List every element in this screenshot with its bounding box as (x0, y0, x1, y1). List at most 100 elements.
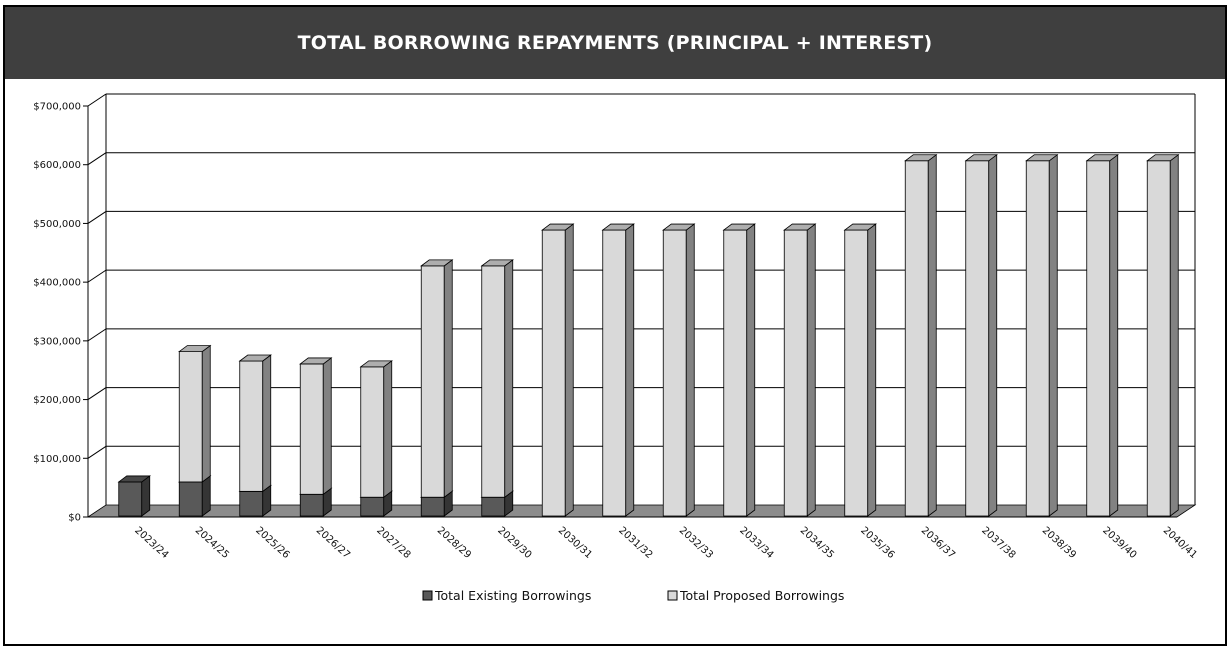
x-tick-label: 2038/39 (1040, 525, 1078, 561)
x-tick-label: 2034/35 (798, 525, 836, 561)
bar-front (299, 493, 324, 517)
bars (117, 153, 1180, 517)
x-tick-label: 2037/38 (979, 525, 1017, 561)
bar-front (481, 496, 506, 517)
bar-side (1109, 153, 1119, 517)
y-tick-label: $400,000 (33, 278, 81, 289)
bar-side (504, 259, 514, 499)
bar-segment (541, 223, 575, 517)
bar-front (239, 360, 264, 492)
bar-segment (238, 354, 272, 493)
bar-segment (904, 153, 938, 517)
gridline-side (87, 152, 107, 166)
x-tick-label: 2035/36 (858, 525, 896, 561)
bar-front (723, 229, 748, 517)
bar-segment (480, 259, 514, 499)
bar-front (965, 160, 990, 517)
bar-side (443, 259, 453, 499)
x-tick-label: 2040/41 (1161, 525, 1199, 561)
bar-front (118, 481, 143, 517)
bar-front (844, 229, 869, 517)
gridline-side (87, 328, 107, 342)
bar-front (178, 481, 203, 517)
bar-segment (359, 360, 393, 499)
bar-front (360, 366, 385, 498)
legend-item: Total Existing Borrowings (422, 588, 591, 603)
bar-segment (783, 223, 817, 517)
y-axis: $0 $100,000 $200,000 $300,000 $400,000 $500,0… (33, 102, 88, 524)
bar-top (299, 357, 333, 365)
y-tick-label: $300,000 (33, 336, 81, 347)
bar-top (1025, 154, 1059, 162)
bar-segment (1146, 153, 1180, 517)
y-tick-label: $200,000 (33, 395, 81, 406)
bar-top (904, 154, 938, 162)
bar-segment (843, 223, 877, 517)
bar-top (480, 259, 514, 267)
bar-segment (964, 153, 998, 517)
x-tick-label: 2033/34 (737, 525, 775, 561)
y-tick-label: $700,000 (33, 102, 81, 113)
bar-front (541, 229, 566, 517)
bar-top (178, 345, 212, 353)
bar-front (662, 229, 687, 517)
legend-label: Total Existing Borrowings (434, 588, 591, 603)
legend-item: Total Proposed Borrowings (667, 588, 844, 603)
bar-top (117, 475, 151, 483)
bar-segment (601, 223, 635, 517)
bar-front (178, 351, 203, 483)
x-axis: 2023/24 2024/25 2025/26 2026/27 2027/28 2028/… (88, 516, 1199, 561)
bar-side (262, 354, 272, 493)
bar-side (201, 344, 211, 483)
bar-side (988, 153, 998, 517)
chart-frame: TOTAL BORROWING REPAYMENTS (PRINCIPAL + … (3, 5, 1227, 646)
x-tick-label: 2030/31 (556, 525, 594, 561)
bar-side (927, 153, 937, 517)
bar-top (964, 154, 998, 162)
chart-title: TOTAL BORROWING REPAYMENTS (PRINCIPAL + … (297, 32, 933, 54)
x-tick-label: 2027/28 (374, 525, 412, 561)
x-tick-label: 2032/33 (677, 525, 715, 561)
bar-front (1086, 160, 1111, 517)
y-tick-label: $0 (68, 513, 81, 524)
legend-label: Total Proposed Borrowings (679, 588, 844, 603)
bar-front (602, 229, 627, 517)
gridlines (87, 93, 1196, 517)
bar-front (420, 496, 445, 517)
bar-top (601, 223, 635, 231)
bar-segment (420, 259, 454, 499)
x-tick-label: 2025/26 (253, 525, 291, 561)
bar-segment (1085, 153, 1119, 517)
gridline-side (87, 445, 107, 459)
x-tick-label: 2023/24 (132, 525, 170, 561)
x-tick-label: 2036/37 (919, 525, 957, 561)
bar-side (625, 223, 635, 517)
bar-segment (1025, 153, 1059, 517)
bar-side (201, 475, 211, 517)
x-tick-label: 2024/25 (193, 525, 231, 561)
gridline-side (87, 269, 107, 283)
bar-front (239, 490, 264, 517)
y-tick-label: $500,000 (33, 219, 81, 230)
bar-segment (722, 223, 756, 517)
x-tick-label: 2028/29 (435, 525, 473, 561)
bar-side (564, 223, 574, 517)
bar-side (1169, 153, 1179, 517)
bar-top (541, 223, 575, 231)
gridline-side (87, 211, 107, 224)
bar-segment (178, 344, 212, 483)
chart-title-bar: TOTAL BORROWING REPAYMENTS (PRINCIPAL + … (5, 7, 1225, 79)
x-tick-label: 2029/30 (495, 525, 533, 561)
gridline-side (87, 387, 107, 400)
legend-swatch (422, 590, 433, 601)
bar-top (359, 360, 393, 368)
bar-side (867, 223, 877, 517)
bar-segment (117, 475, 151, 517)
x-tick-label: 2039/40 (1100, 525, 1138, 561)
x-tick-label: 2026/27 (314, 525, 352, 561)
bar-side (141, 475, 151, 517)
bar-top (722, 223, 756, 231)
bar-top (420, 259, 454, 267)
bar-top (238, 354, 272, 362)
y-tick-label: $600,000 (33, 160, 81, 171)
